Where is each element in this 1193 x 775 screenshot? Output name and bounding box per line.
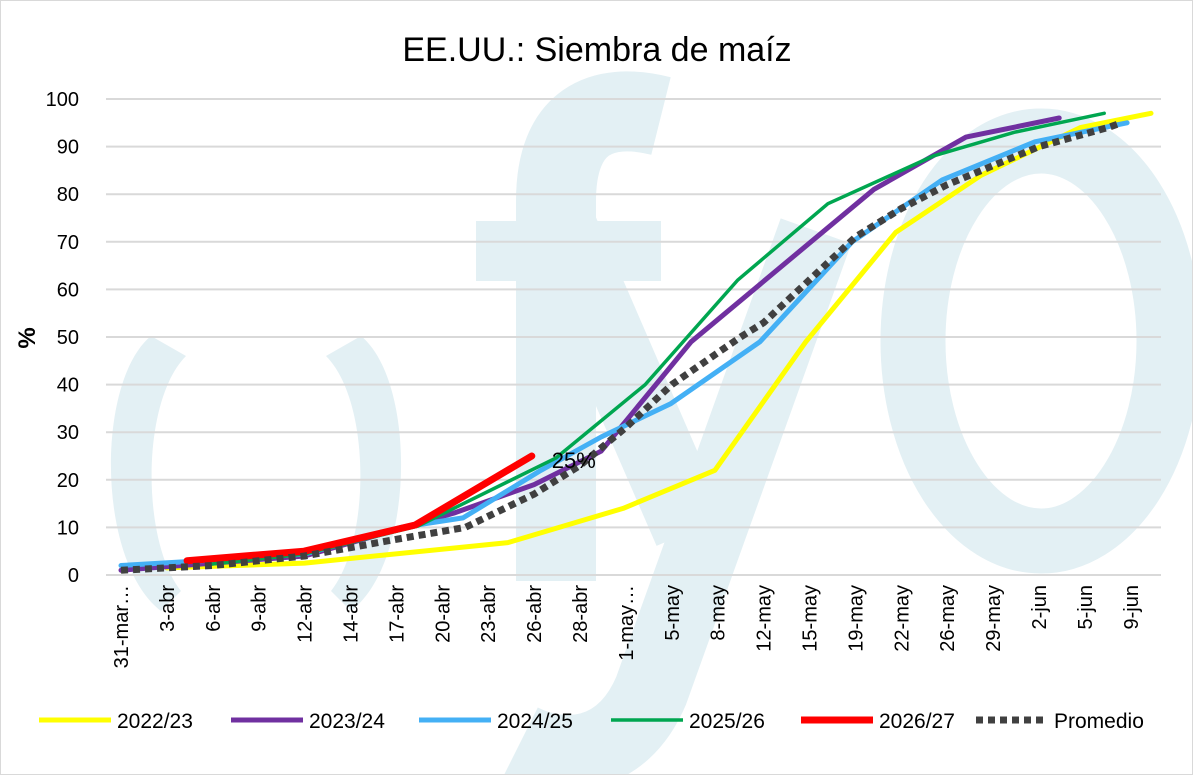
- legend-label: 2024/25: [497, 710, 573, 733]
- legend-label: 2025/26: [689, 710, 765, 733]
- legend-item: 2022/23: [39, 710, 193, 733]
- y-tick-label: 0: [68, 565, 79, 587]
- x-tick-label: 12-abr: [295, 585, 317, 643]
- x-tick-label: 22-may: [891, 585, 913, 652]
- legend-item: 2026/27: [801, 710, 955, 733]
- series-line-Promedio: [120, 119, 1123, 574]
- x-tick-label: 14-abr: [341, 585, 363, 643]
- x-tick-label: 3-abr: [157, 585, 179, 632]
- x-tick-label: 26-may: [937, 585, 959, 652]
- legend-label: 2023/24: [309, 710, 385, 733]
- chart-title: EE.UU.: Siembra de maíz: [402, 31, 791, 69]
- x-tick-label: 28-abr: [570, 585, 592, 643]
- data-label: 25%: [552, 448, 596, 473]
- x-tick-label: 15-may: [800, 585, 822, 652]
- x-tick-label: 2-jun: [1029, 585, 1051, 629]
- x-tick-label: 19-may: [845, 585, 867, 652]
- fyo-watermark-logo: [110, 71, 1192, 774]
- x-tick-label: 12-may: [754, 585, 776, 652]
- legend-label: 2022/23: [117, 710, 193, 733]
- legend: 2022/23 2023/24 2024/25 2025/26 2026/27 Prome…: [39, 710, 1144, 733]
- legend-item: 2024/25: [419, 710, 573, 733]
- y-tick-label: 40: [57, 375, 79, 397]
- x-tick-label: 20-abr: [432, 585, 454, 643]
- x-tick-label: 8-may: [708, 585, 730, 641]
- y-tick-label: 100: [46, 89, 79, 111]
- series-line-2026-27: [183, 452, 536, 565]
- legend-item: Promedio: [976, 710, 1144, 733]
- y-tick-label: 80: [57, 184, 79, 206]
- y-axis-label: %: [14, 327, 41, 348]
- y-tick-label: 70: [57, 232, 79, 254]
- x-tick-label: 23-abr: [478, 585, 500, 643]
- y-tick-label: 20: [57, 470, 79, 492]
- x-tick-label: 1-may…: [616, 585, 638, 661]
- y-tick-label: 90: [57, 137, 79, 159]
- x-tick-label: 6-abr: [203, 585, 225, 632]
- y-tick-label: 10: [57, 517, 79, 539]
- x-tick-label: 17-abr: [386, 585, 408, 643]
- y-tick-label: 60: [57, 279, 79, 301]
- legend-item: 2023/24: [231, 710, 385, 733]
- y-tick-label: 50: [57, 327, 79, 349]
- x-tick-label: 9-abr: [249, 585, 271, 632]
- x-tick-label: 29-may: [983, 585, 1005, 652]
- legend-label: Promedio: [1054, 710, 1144, 733]
- legend-item: 2025/26: [611, 710, 765, 733]
- x-tick-label: 5-may: [662, 585, 684, 641]
- x-tick-label: 9-jun: [1121, 585, 1143, 629]
- legend-label: 2026/27: [879, 710, 955, 733]
- x-tick-label: 5-jun: [1075, 585, 1097, 629]
- x-tick-label: 31-mar…: [111, 585, 133, 668]
- x-tick-label: 26-abr: [524, 585, 546, 643]
- y-tick-label: 30: [57, 422, 79, 444]
